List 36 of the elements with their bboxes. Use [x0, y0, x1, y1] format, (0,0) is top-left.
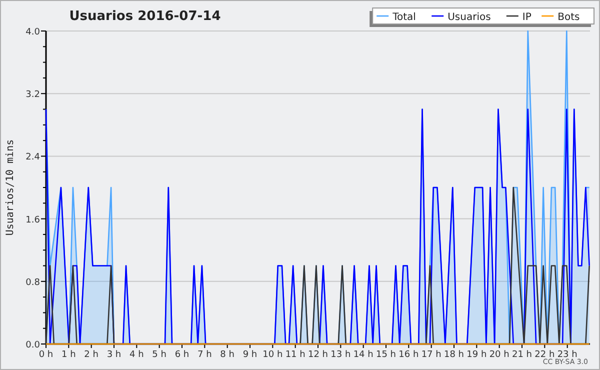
x-tick-label: 5 h	[152, 350, 166, 360]
x-tick-label: 13 h	[330, 350, 351, 360]
x-tick-label: 0 h	[38, 350, 54, 360]
x-tick-label: 8 h	[220, 350, 234, 360]
x-tick-label: 1 h	[62, 350, 76, 360]
x-tick-label: 11 h	[285, 350, 306, 360]
x-tick-label: 9 h	[242, 350, 258, 360]
x-tick-label: 14 h	[353, 350, 374, 360]
x-tick-label: 7 h	[198, 350, 212, 360]
x-tick-label: 15 h	[376, 350, 396, 360]
x-tick-label: 4 h	[130, 350, 144, 360]
x-tick-label: 23 h	[557, 350, 578, 360]
x-tick-label: 2 h	[84, 350, 98, 360]
x-tick-label: 3 h	[106, 350, 122, 360]
y-tick-label: 1.6	[26, 215, 40, 226]
chart-title: Usuarios 2016-07-14	[69, 9, 221, 24]
legend-label: Usuarios	[448, 12, 491, 23]
x-tick-label: 17 h	[421, 350, 442, 360]
x-tick-label: 6 h	[174, 350, 190, 360]
x-tick-label: 10 h	[262, 350, 283, 360]
y-tick-label: 3.2	[26, 90, 40, 100]
y-axis-title: Usuarios/10 mins	[5, 139, 16, 236]
x-tick-label: 12 h	[308, 350, 328, 360]
x-tick-label: 21 h	[512, 350, 532, 360]
legend-label: Total	[392, 12, 416, 23]
x-tick-label: 20 h	[489, 350, 510, 360]
y-tick-label: 2.4	[26, 152, 40, 163]
legend-label: Bots	[558, 12, 580, 23]
x-tick-label: 19 h	[466, 350, 487, 360]
y-tick-label: 0.8	[26, 278, 40, 288]
x-tick-label: 16 h	[398, 350, 419, 360]
y-tick-label: 0.0	[26, 340, 40, 350]
x-tick-label: 22 h	[534, 350, 555, 360]
legend-label: IP	[522, 12, 532, 23]
x-tick-label: 18 h	[444, 350, 464, 360]
y-tick-label: 4.0	[26, 28, 40, 38]
